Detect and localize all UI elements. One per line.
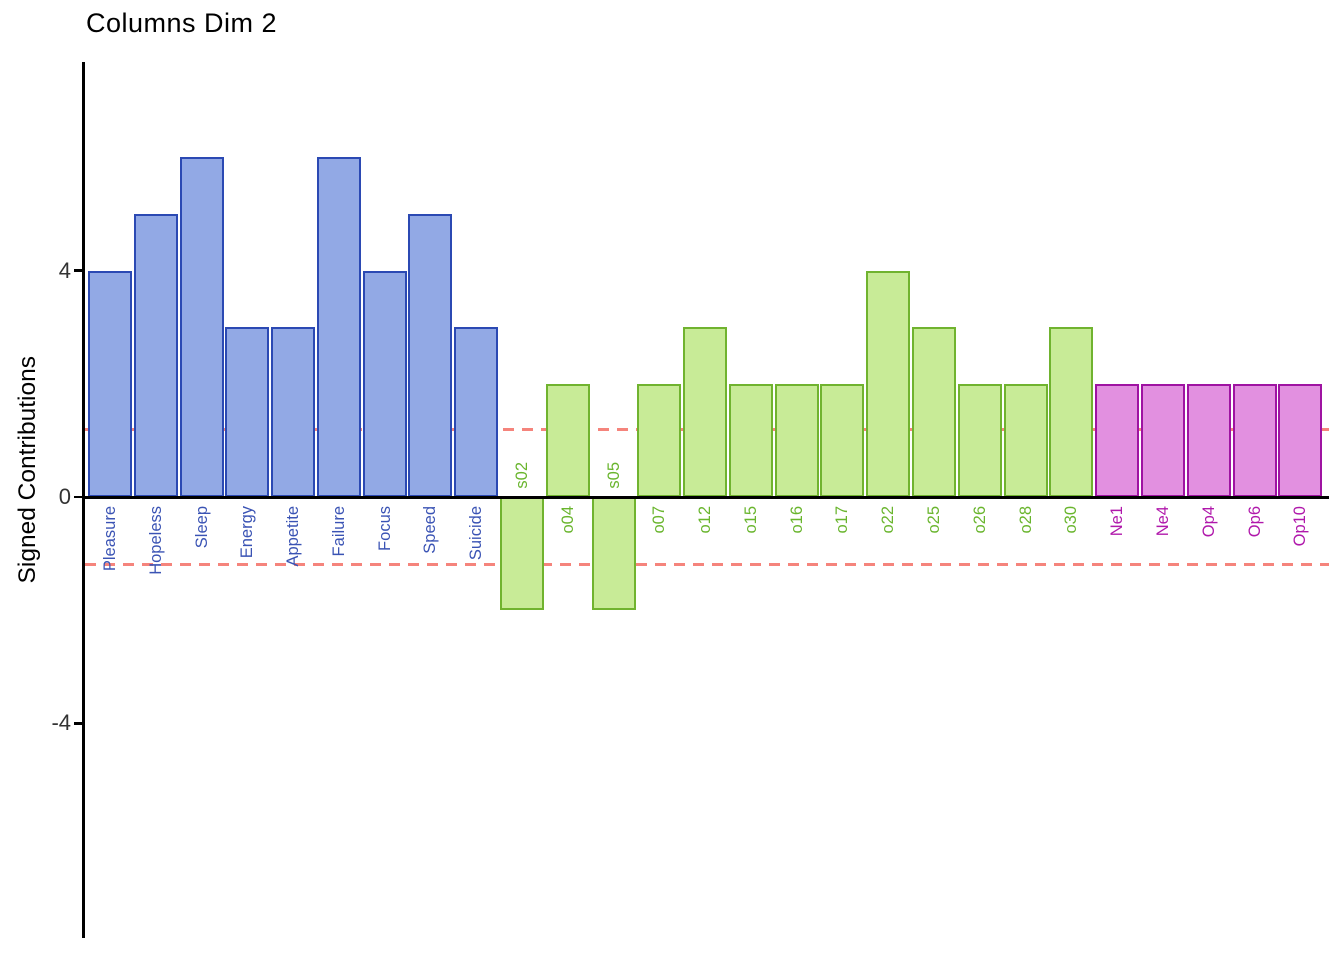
x-tick-label-Suicide: Suicide	[467, 506, 486, 561]
bar-Ne4	[1140, 383, 1185, 497]
bar-s02	[500, 497, 545, 611]
x-tick-label-Sleep: Sleep	[192, 506, 211, 549]
bar-Op4	[1186, 383, 1231, 497]
bar-o30	[1049, 327, 1094, 497]
bar-Energy	[225, 327, 270, 497]
x-tick-label-o07: o07	[650, 506, 669, 534]
bar-o15	[728, 383, 773, 497]
x-tick-label-o17: o17	[833, 506, 852, 534]
x-tick-label-Focus: Focus	[375, 506, 394, 551]
bar-Op10	[1278, 383, 1323, 497]
bar-o16	[774, 383, 819, 497]
x-tick-label-Appetite: Appetite	[284, 506, 303, 567]
bar-Ne1	[1095, 383, 1140, 497]
y-axis-title: Signed Contributions	[14, 356, 41, 584]
x-tick-label-Ne1: Ne1	[1108, 506, 1127, 537]
x-tick-label-o16: o16	[787, 506, 806, 534]
x-tick-label-o12: o12	[696, 506, 715, 534]
bar-o22	[866, 270, 911, 497]
reference-line-1.2	[85, 427, 1329, 431]
bar-Op6	[1232, 383, 1277, 497]
x-axis-line	[85, 495, 1329, 499]
chart-title: Columns Dim 2	[86, 8, 278, 38]
bar-o26	[957, 383, 1002, 497]
bar-o04	[545, 383, 590, 497]
x-tick-label-Hopeless: Hopeless	[146, 506, 165, 575]
y-axis-line	[82, 62, 85, 938]
bar-o07	[637, 383, 682, 497]
bar-s05	[591, 497, 636, 611]
x-tick-label-s02: s02	[513, 462, 532, 489]
x-tick-label-o30: o30	[1062, 506, 1081, 534]
x-tick-label-o22: o22	[879, 506, 898, 534]
bar-o25	[912, 327, 957, 497]
bar-o17	[820, 383, 865, 497]
y-tick-label-4: 4	[58, 257, 71, 283]
reference-line--1.2	[85, 563, 1329, 567]
x-tick-label-o04: o04	[558, 506, 577, 534]
x-tick-label-Op4: Op4	[1199, 506, 1218, 538]
x-tick-label-s05: s05	[604, 462, 623, 489]
bar-Suicide	[454, 327, 499, 497]
x-tick-label-Failure: Failure	[329, 506, 348, 557]
bar-Failure	[316, 157, 361, 497]
x-tick-label-o25: o25	[925, 506, 944, 534]
x-tick-label-Energy: Energy	[238, 506, 257, 559]
bar-Hopeless	[133, 214, 178, 497]
x-tick-label-Ne4: Ne4	[1153, 506, 1172, 537]
bar-Speed	[408, 214, 453, 497]
bar-Appetite	[271, 327, 316, 497]
x-tick-label-Op6: Op6	[1245, 506, 1264, 538]
x-tick-label-Speed: Speed	[421, 506, 440, 554]
bar-Focus	[362, 270, 407, 497]
x-tick-label-Pleasure: Pleasure	[101, 506, 119, 572]
bar-o28	[1003, 383, 1048, 497]
bar-o12	[683, 327, 728, 497]
x-tick-label-o26: o26	[970, 506, 989, 534]
x-tick-label-o28: o28	[1016, 506, 1035, 534]
bar-Sleep	[179, 157, 224, 497]
x-tick-label-Op10: Op10	[1291, 506, 1310, 547]
x-tick-label-o15: o15	[741, 506, 760, 534]
bar-Pleasure	[88, 270, 132, 497]
y-tick-label--4: -4	[51, 710, 71, 736]
